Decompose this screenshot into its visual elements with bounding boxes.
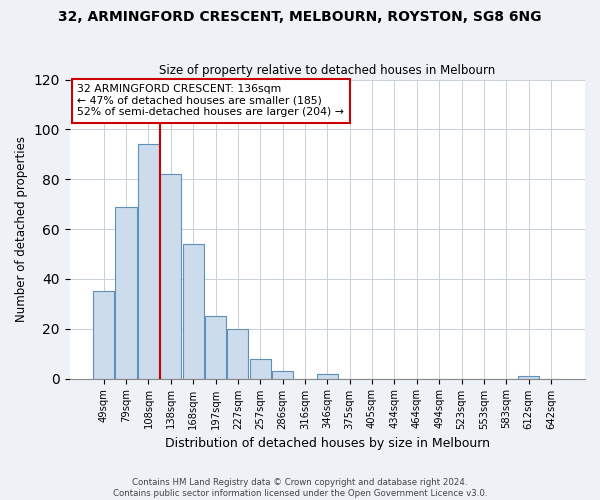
Bar [115,206,137,378]
X-axis label: Distribution of detached houses by size in Melbourn: Distribution of detached houses by size … [165,437,490,450]
Y-axis label: Number of detached properties: Number of detached properties [15,136,28,322]
Bar [317,374,338,378]
Bar [182,244,204,378]
Bar [227,328,248,378]
Bar [250,358,271,378]
Bar [160,174,181,378]
Bar [272,371,293,378]
Bar [93,292,115,378]
Title: Size of property relative to detached houses in Melbourn: Size of property relative to detached ho… [159,64,496,77]
Bar [518,376,539,378]
Bar [205,316,226,378]
Text: 32, ARMINGFORD CRESCENT, MELBOURN, ROYSTON, SG8 6NG: 32, ARMINGFORD CRESCENT, MELBOURN, ROYST… [58,10,542,24]
Bar [138,144,159,378]
Text: Contains HM Land Registry data © Crown copyright and database right 2024.
Contai: Contains HM Land Registry data © Crown c… [113,478,487,498]
Text: 32 ARMINGFORD CRESCENT: 136sqm
← 47% of detached houses are smaller (185)
52% of: 32 ARMINGFORD CRESCENT: 136sqm ← 47% of … [77,84,344,117]
